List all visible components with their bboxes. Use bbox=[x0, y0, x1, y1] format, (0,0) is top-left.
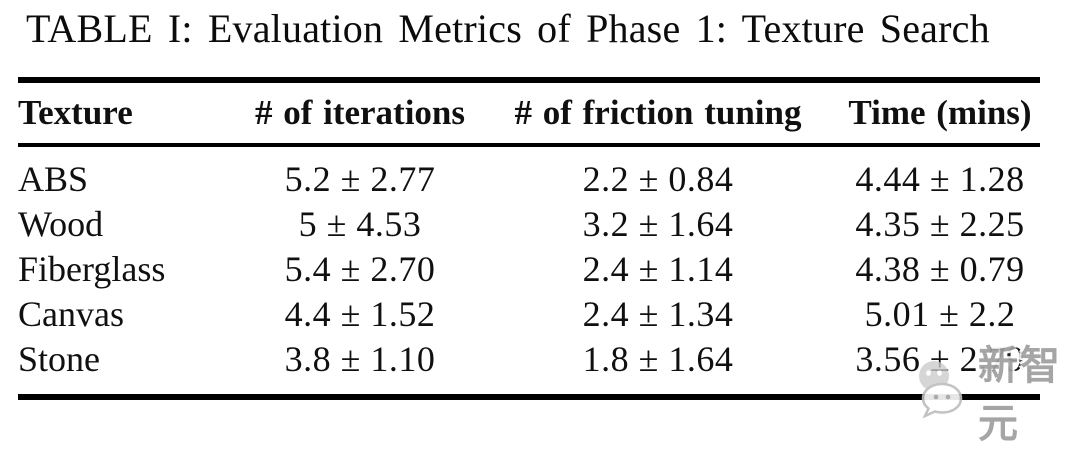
time-cell: 4.35 ± 2.25 bbox=[855, 203, 1025, 244]
texture-cell: Stone bbox=[18, 338, 101, 379]
texture-cell: Fiberglass bbox=[18, 248, 166, 289]
table-row: Fiberglass 5.4 ± 2.70 2.4 ± 1.14 4.38 ± … bbox=[18, 246, 1040, 291]
table-caption: TABLE I: Evaluation Metrics of Phase 1: … bbox=[26, 6, 990, 51]
time-cell: 3.56 ± 2.79 bbox=[855, 338, 1025, 379]
header-row: Texture # of iterations # of friction tu… bbox=[18, 80, 1040, 147]
iterations-cell: 5.2 ± 2.77 bbox=[284, 158, 436, 199]
time-cell: 4.44 ± 1.28 bbox=[855, 158, 1025, 199]
friction-tuning-cell: 2.2 ± 0.84 bbox=[582, 158, 734, 199]
friction-tuning-cell: 1.8 ± 1.64 bbox=[582, 338, 734, 379]
iterations-cell: 4.4 ± 1.52 bbox=[284, 293, 436, 334]
column-header-time: Time (mins) bbox=[840, 80, 1040, 147]
friction-tuning-cell: 2.4 ± 1.14 bbox=[582, 248, 734, 289]
time-cell: 4.38 ± 0.79 bbox=[855, 248, 1025, 289]
time-cell: 5.01 ± 2.2 bbox=[864, 293, 1016, 334]
friction-tuning-cell: 2.4 ± 1.34 bbox=[582, 293, 734, 334]
friction-tuning-cell: 3.2 ± 1.64 bbox=[582, 203, 734, 244]
texture-cell: Canvas bbox=[18, 293, 124, 334]
table-row: Canvas 4.4 ± 1.52 2.4 ± 1.34 5.01 ± 2.2 bbox=[18, 291, 1040, 336]
table-row: Stone 3.8 ± 1.10 1.8 ± 1.64 3.56 ± 2.79 bbox=[18, 336, 1040, 397]
texture-cell: Wood bbox=[18, 203, 104, 244]
iterations-cell: 5 ± 4.53 bbox=[298, 203, 422, 244]
iterations-cell: 3.8 ± 1.10 bbox=[284, 338, 436, 379]
iterations-cell: 5.4 ± 2.70 bbox=[284, 248, 436, 289]
texture-cell: ABS bbox=[18, 158, 89, 199]
table-row: Wood 5 ± 4.53 3.2 ± 1.64 4.35 ± 2.25 bbox=[18, 201, 1040, 246]
column-header-texture: Texture bbox=[18, 80, 244, 147]
metrics-table: Texture # of iterations # of friction tu… bbox=[18, 77, 1040, 400]
column-header-iterations: # of iterations bbox=[244, 80, 476, 147]
table-row: ABS 5.2 ± 2.77 2.2 ± 0.84 4.44 ± 1.28 bbox=[18, 145, 1040, 201]
column-header-friction-tuning: # of friction tuning bbox=[476, 80, 840, 147]
